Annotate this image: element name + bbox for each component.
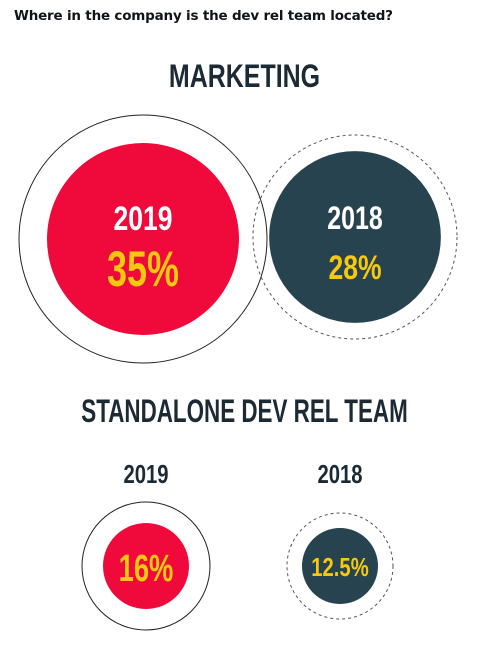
standalone-2019-value: 16% — [119, 548, 174, 590]
marketing-2018-year: 2018 — [327, 201, 383, 237]
standalone-2018-bubble — [301, 527, 379, 605]
marketing-2018-bubble — [269, 151, 441, 323]
standalone-2018-value: 12.5% — [311, 553, 369, 582]
marketing-2019-value: 35% — [107, 242, 179, 297]
marketing-2019-bubble — [47, 143, 239, 335]
marketing-2019-outline — [18, 114, 268, 364]
standalone-2019-year: 2019 — [123, 460, 168, 489]
standalone-2019-bubble — [103, 523, 189, 609]
marketing-2018-outline — [252, 134, 458, 340]
marketing-2018-value: 28% — [328, 249, 381, 287]
standalone-title: STANDALONE DEV REL TEAM — [81, 393, 408, 429]
marketing-2019-year: 2019 — [114, 200, 173, 238]
question-heading: Where in the company is the dev rel team… — [14, 8, 393, 24]
standalone-2018-outline — [286, 512, 394, 620]
standalone-2019-outline — [81, 501, 211, 631]
standalone-2018-year: 2018 — [317, 460, 362, 489]
marketing-title: MARKETING — [168, 58, 321, 94]
